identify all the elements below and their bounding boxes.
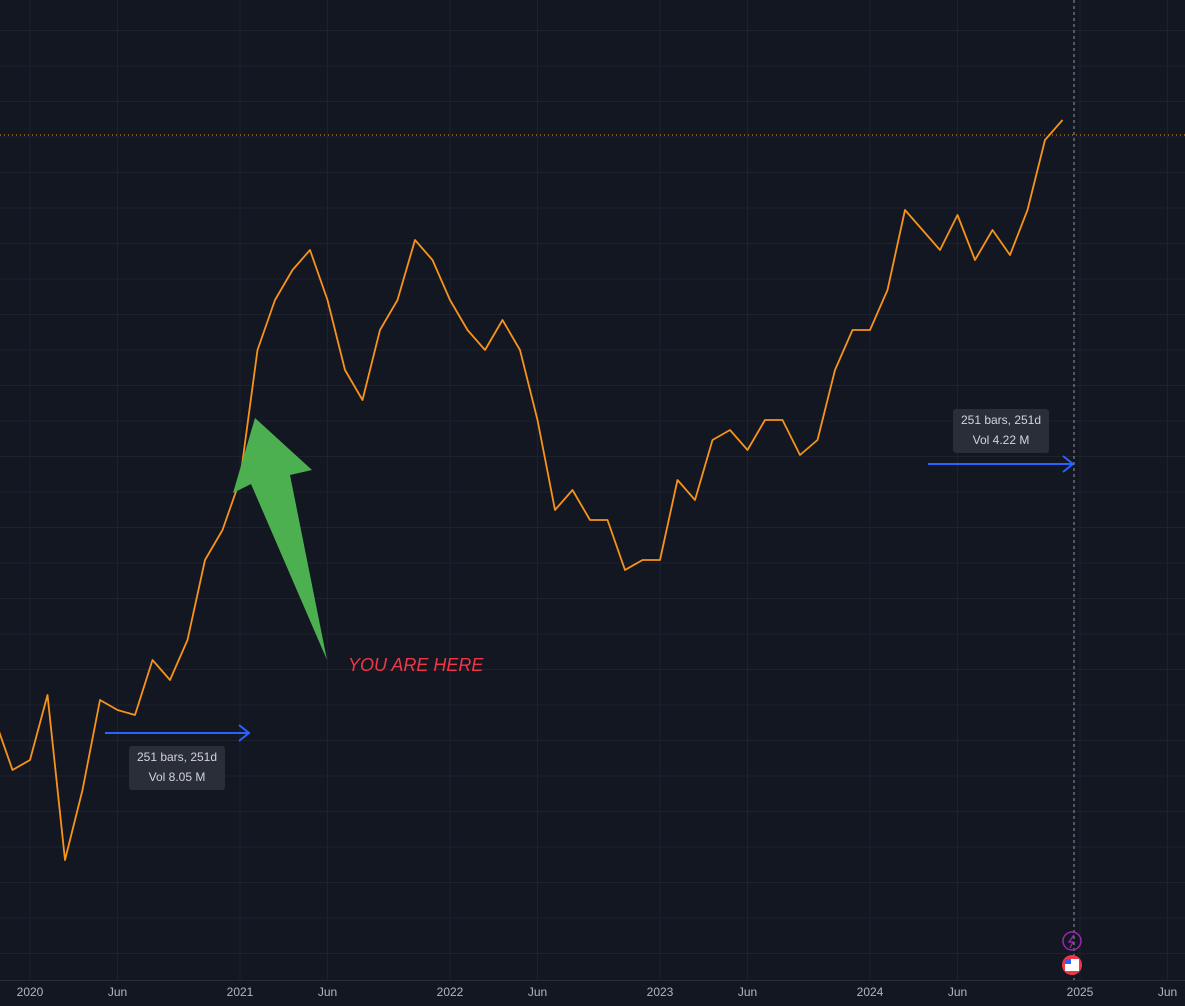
x-tick-label: Jun	[108, 985, 127, 999]
x-tick-label: 2020	[17, 985, 44, 999]
x-tick-label: Jun	[948, 985, 967, 999]
x-tick-label: Jun	[528, 985, 547, 999]
measure-box	[953, 409, 1049, 453]
event-icon-bolt	[1067, 934, 1075, 949]
x-tick-label: Jun	[1158, 985, 1177, 999]
annotation-arrow	[233, 418, 327, 660]
flag-icon-canton	[1065, 959, 1071, 964]
event-icon[interactable]	[1062, 931, 1082, 951]
measure-arrow-head	[1062, 455, 1075, 473]
measure-bars: 251 bars, 251d	[137, 750, 217, 764]
x-tick-label: Jun	[738, 985, 757, 999]
measure-volume: Vol 8.05 M	[149, 770, 206, 784]
measure-box	[129, 746, 225, 790]
x-tick-label: 2024	[857, 985, 884, 999]
x-tick-label: 2022	[437, 985, 464, 999]
price-line-series	[0, 119, 1064, 861]
annotation-text: YOU ARE HERE	[348, 655, 484, 675]
x-tick-label: 2021	[227, 985, 254, 999]
measure-arrow-head	[238, 724, 251, 742]
x-tick-label: 2025	[1067, 985, 1094, 999]
measure-bars: 251 bars, 251d	[961, 413, 1041, 427]
measure-volume: Vol 4.22 M	[973, 433, 1030, 447]
h-grid	[0, 0, 1185, 980]
x-tick-label: Jun	[318, 985, 337, 999]
x-tick-label: 2023	[647, 985, 674, 999]
